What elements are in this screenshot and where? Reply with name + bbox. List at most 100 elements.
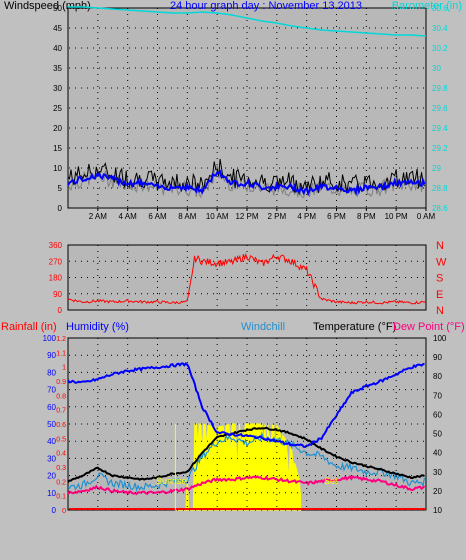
sunset-label: Set bbox=[324, 476, 338, 486]
humidity-tick-label: 90 bbox=[47, 351, 56, 360]
temp-tick-label: 80 bbox=[433, 372, 442, 381]
windspeed-tick-label: 40 bbox=[53, 44, 62, 53]
windspeed-tick-label: 35 bbox=[53, 64, 62, 73]
x-tick-label: 6 PM bbox=[327, 212, 346, 221]
rain-tick-label: 0.1 bbox=[56, 494, 66, 501]
rain-tick-label: 1 bbox=[62, 365, 66, 372]
humidity-tick-label: 60 bbox=[47, 403, 56, 412]
temp-tick-label: 90 bbox=[433, 353, 442, 362]
direction-tick-label: 0 bbox=[58, 306, 63, 315]
rain-tick-label: 0 bbox=[62, 508, 66, 515]
x-tick-label: 10 PM bbox=[385, 212, 408, 221]
humidity-tick-label: 0 bbox=[52, 506, 57, 515]
humidity-tick-label: 100 bbox=[43, 334, 57, 343]
compass-tick-label: E bbox=[436, 289, 443, 301]
panel-top-left-title: Windspeed (mph) bbox=[4, 0, 91, 12]
direction-tick-label: 180 bbox=[49, 274, 63, 283]
humidity-tick-label: 50 bbox=[47, 420, 56, 429]
humidity-tick-label: 10 bbox=[47, 489, 56, 498]
temp-tick-label: 60 bbox=[433, 410, 442, 419]
compass-tick-label: W bbox=[436, 256, 447, 268]
compass-tick-label: N bbox=[436, 240, 444, 252]
rain-tick-label: 0.2 bbox=[56, 479, 66, 486]
barometer-series-line bbox=[68, 6, 427, 37]
windspeed-tick-label: 5 bbox=[58, 184, 63, 193]
rain-tick-label: 0.9 bbox=[56, 379, 66, 386]
direction-tick-label: 270 bbox=[49, 257, 63, 266]
compass-tick-label: S bbox=[436, 273, 443, 285]
panel-top-right-title: Barometer (in) bbox=[392, 0, 462, 12]
temp-tick-label: 100 bbox=[433, 334, 447, 343]
barometer-tick-label: 29 bbox=[432, 164, 441, 173]
barometer-tick-label: 29.4 bbox=[432, 124, 448, 133]
x-tick-label: 8 PM bbox=[357, 212, 376, 221]
humidity-tick-label: 70 bbox=[47, 386, 56, 395]
windspeed-tick-label: 20 bbox=[53, 124, 62, 133]
rain-tick-label: 1.2 bbox=[56, 336, 66, 343]
rain-tick-label: 0.4 bbox=[56, 451, 66, 458]
humidity-tick-label: 80 bbox=[47, 368, 56, 377]
temp-tick-label: 50 bbox=[433, 430, 442, 439]
humidity-tick-label: 30 bbox=[47, 454, 56, 463]
avg-wind-series-line bbox=[67, 169, 426, 197]
x-tick-label: 0 AM bbox=[417, 212, 436, 221]
humidity-tick-label: 20 bbox=[47, 472, 56, 481]
rain-tick-label: 0.7 bbox=[56, 408, 66, 415]
rain-tick-label: 1.1 bbox=[56, 350, 66, 357]
windspeed-tick-label: 25 bbox=[53, 104, 62, 113]
windspeed-tick-label: 30 bbox=[53, 84, 62, 93]
sunrise-label: Sunrise bbox=[156, 476, 187, 486]
rain-tick-label: 0.8 bbox=[56, 393, 66, 400]
windspeed-tick-label: 45 bbox=[53, 24, 62, 33]
humidity-title: Humidity (%) bbox=[66, 321, 129, 333]
humidity-tick-label: 40 bbox=[47, 437, 56, 446]
panel-mid-plot bbox=[67, 244, 427, 311]
rain-title: Rainfall (in) bbox=[1, 321, 57, 333]
x-tick-label: 2 AM bbox=[89, 212, 108, 221]
barometer-tick-label: 30.4 bbox=[432, 24, 448, 33]
rain-tick-label: 0.5 bbox=[56, 436, 66, 443]
x-tick-label: 2 PM bbox=[267, 212, 286, 221]
barometer-tick-label: 30.2 bbox=[432, 44, 448, 53]
barometer-tick-label: 28.8 bbox=[432, 184, 448, 193]
wind-direction-series-line bbox=[67, 252, 427, 305]
humidity-series-line bbox=[67, 362, 425, 449]
windchill-series-line bbox=[67, 431, 426, 493]
x-tick-label: 10 AM bbox=[206, 212, 229, 221]
rain-tick-label: 0.3 bbox=[56, 465, 66, 472]
windspeed-tick-label: 50 bbox=[53, 4, 62, 13]
dewpoint-series-line bbox=[67, 474, 426, 496]
windspeed-tick-label: 15 bbox=[53, 144, 62, 153]
temp-tick-label: 70 bbox=[433, 391, 442, 400]
x-tick-label: 12 PM bbox=[235, 212, 258, 221]
barometer-tick-label: 29.8 bbox=[432, 84, 448, 93]
temperature-series-line bbox=[67, 426, 425, 483]
x-tick-label: 4 PM bbox=[297, 212, 316, 221]
direction-tick-label: 360 bbox=[49, 241, 63, 250]
x-tick-label: 6 AM bbox=[148, 212, 167, 221]
x-tick-label: 8 AM bbox=[178, 212, 197, 221]
panel-top-plot bbox=[67, 7, 427, 209]
compass-tick-label: N bbox=[436, 305, 444, 317]
barometer-tick-label: 28.6 bbox=[432, 204, 448, 213]
windspeed-tick-label: 10 bbox=[53, 164, 62, 173]
temp-tick-label: 40 bbox=[433, 449, 442, 458]
barometer-tick-label: 30 bbox=[432, 64, 441, 73]
temp-tick-label: 20 bbox=[433, 487, 442, 496]
solar-area bbox=[175, 423, 302, 511]
panel-top-center-title: 24 hour graph day : November 13 2013 bbox=[170, 0, 362, 12]
barometer-tick-label: 29.2 bbox=[432, 144, 448, 153]
barometer-tick-label: 29.6 bbox=[432, 104, 448, 113]
temp-tick-label: 30 bbox=[433, 468, 442, 477]
barometer-tick-label: 30.6 bbox=[432, 4, 448, 13]
windchill-title: Windchill bbox=[241, 321, 285, 333]
dewpoint-title: Dew Point (°F) bbox=[393, 321, 465, 333]
x-tick-label: 4 AM bbox=[119, 212, 138, 221]
temperature-title: Temperature (°F) bbox=[313, 321, 396, 333]
windspeed-tick-label: 0 bbox=[58, 204, 63, 213]
temp-tick-label: 10 bbox=[433, 506, 442, 515]
rain-tick-label: 0.6 bbox=[56, 422, 66, 429]
direction-tick-label: 90 bbox=[53, 290, 62, 299]
